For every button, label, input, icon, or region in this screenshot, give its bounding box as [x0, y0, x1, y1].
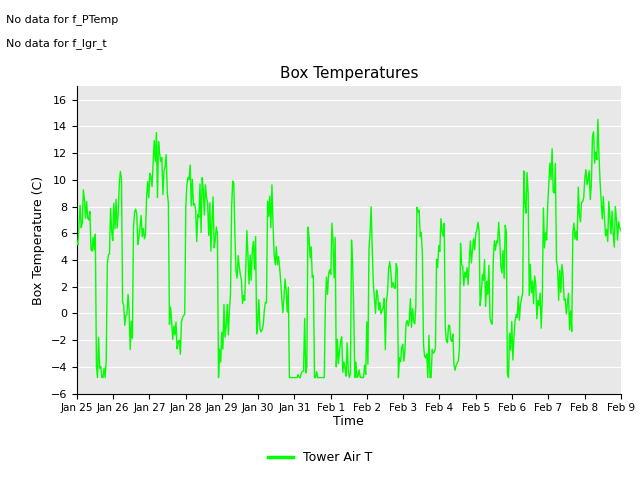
Text: No data for f_PTemp: No data for f_PTemp: [6, 14, 118, 25]
Title: Box Temperatures: Box Temperatures: [280, 66, 418, 81]
Legend: Tower Air T: Tower Air T: [263, 446, 377, 469]
Y-axis label: Box Temperature (C): Box Temperature (C): [32, 175, 45, 305]
Text: No data for f_lgr_t: No data for f_lgr_t: [6, 38, 107, 49]
X-axis label: Time: Time: [333, 415, 364, 428]
